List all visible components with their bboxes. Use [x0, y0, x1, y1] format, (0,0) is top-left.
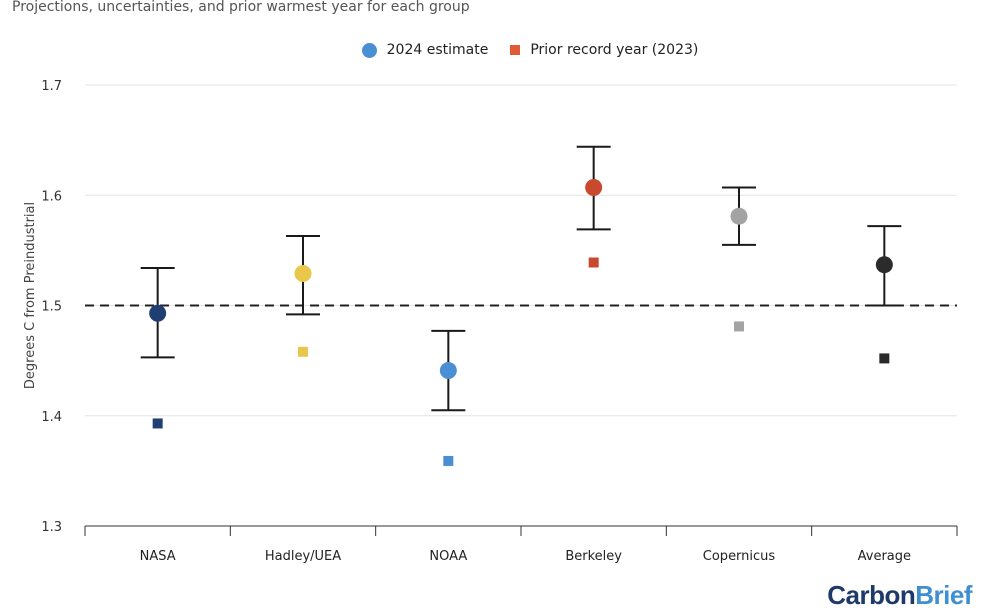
- estimate-2024-point: [730, 207, 748, 225]
- chart-subtitle: Projections, uncertainties, and prior wa…: [12, 0, 470, 15]
- estimate-2024-point: [875, 256, 893, 274]
- prior-record-point: [879, 353, 890, 364]
- prior-record-point: [152, 418, 163, 429]
- prior-record-point: [588, 257, 599, 268]
- estimate-2024-point: [439, 362, 457, 380]
- prior-record-point: [298, 346, 308, 357]
- prior-record-point: [734, 321, 744, 332]
- carbonbrief-logo: CarbonBrief: [827, 580, 972, 610]
- y-tick-label: 1.4: [41, 410, 62, 425]
- legend-square-marker: [510, 45, 521, 55]
- y-tick-label: 1.6: [41, 189, 62, 204]
- estimate-2024-point: [294, 265, 312, 283]
- x-tick-label: NOAA: [429, 549, 467, 564]
- y-tick-label: 1.3: [41, 520, 62, 535]
- x-tick-label: Average: [858, 549, 911, 564]
- prior-record-point: [443, 455, 454, 466]
- legend-label: 2024 estimate: [386, 42, 489, 58]
- estimate-2024-point: [585, 179, 603, 197]
- x-tick-label: Copernicus: [703, 549, 776, 564]
- legend-item-estimate: 2024 estimate: [302, 42, 489, 58]
- y-axis-label: Degrees C from Preindustrial: [23, 202, 38, 389]
- y-tick-label: 1.7: [41, 79, 62, 94]
- x-tick-label: Hadley/UEA: [265, 549, 341, 564]
- legend: 2024 estimate Prior record year (2023): [0, 42, 1000, 58]
- x-tick-label: Berkeley: [565, 549, 622, 564]
- y-tick-label: 1.5: [41, 300, 62, 315]
- estimate-2024-point: [149, 304, 167, 322]
- x-tick-label: NASA: [140, 549, 176, 564]
- legend-circle-marker: [361, 42, 377, 58]
- legend-item-prior: Prior record year (2023): [510, 42, 698, 58]
- legend-label: Prior record year (2023): [530, 42, 699, 58]
